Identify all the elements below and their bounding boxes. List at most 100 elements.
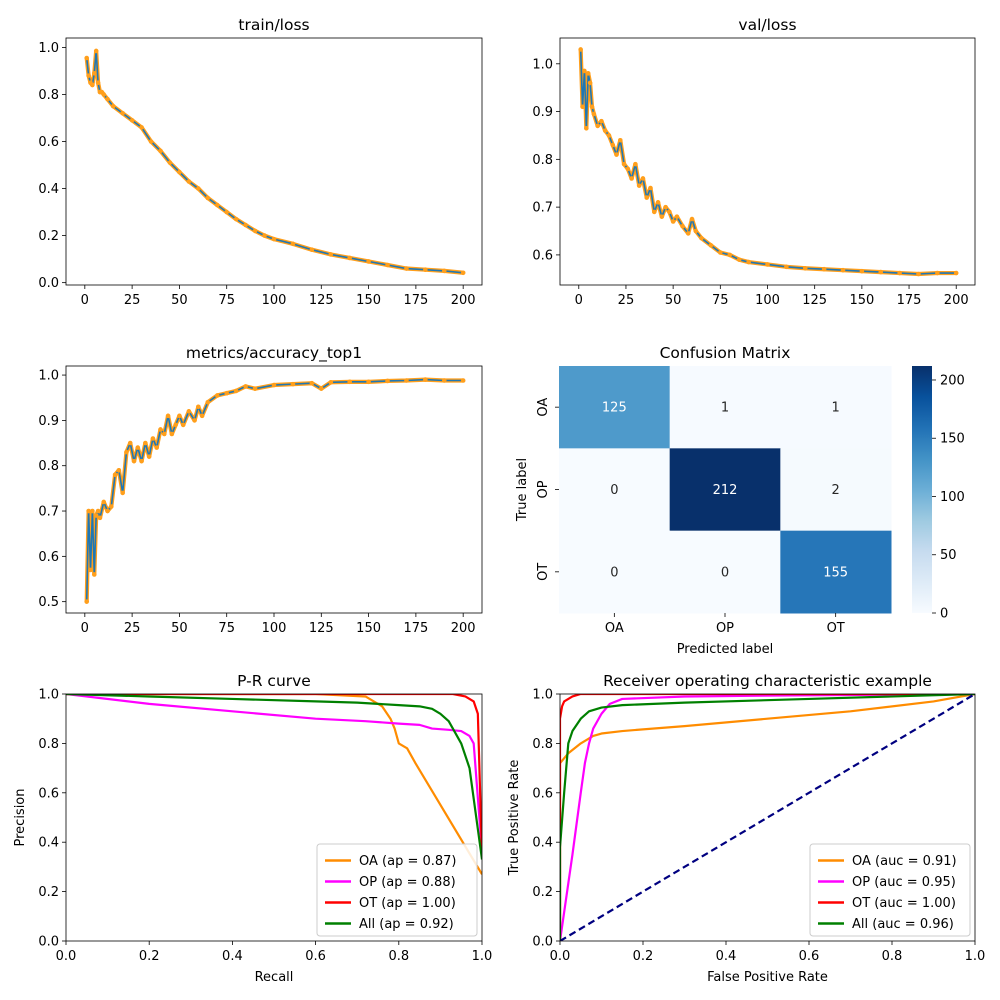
data-point	[88, 567, 93, 573]
plot-area-accuracy_top1	[84, 377, 466, 604]
colorbar	[912, 366, 932, 613]
data-point	[127, 440, 133, 446]
data-point	[271, 382, 277, 388]
data-point	[644, 195, 650, 200]
series-line	[66, 694, 482, 853]
y-tick-label: 0.4	[38, 182, 59, 197]
cell-value: 0	[610, 565, 618, 580]
y-axis-label: True Positive Rate	[507, 760, 522, 877]
data-point	[124, 449, 129, 455]
data-point	[158, 427, 163, 432]
data-point	[840, 267, 846, 273]
colorbar-tick-label: 150	[940, 432, 965, 447]
y-tick-label: 0.6	[38, 135, 59, 150]
data-point	[233, 216, 239, 222]
x-tick-label: 50	[171, 621, 188, 636]
colorbar-tick-label: 200	[940, 373, 965, 388]
data-point	[110, 103, 116, 109]
x-tick-label: 125	[309, 293, 334, 308]
x-tick-label: 25	[124, 621, 141, 636]
plot-area-roc_curve	[560, 694, 975, 941]
data-point	[385, 262, 390, 268]
x-tick-label: 0.6	[305, 949, 326, 964]
x-tick-label: 100	[755, 293, 780, 308]
y-tick-label: 0.4	[38, 836, 59, 851]
y-category-label: OA	[536, 398, 551, 417]
y-tick-label: 0.8	[38, 88, 59, 103]
x-tick-label: 50	[665, 293, 682, 308]
series-line	[66, 694, 482, 858]
data-point	[727, 252, 733, 258]
plot-area-train_loss	[84, 48, 466, 276]
plot-area-val_loss	[578, 47, 959, 277]
x-tick-label: 0.2	[633, 949, 654, 964]
data-point	[651, 209, 657, 215]
data-point	[460, 378, 466, 383]
data-point	[610, 142, 616, 148]
cell-value: 2	[832, 483, 840, 498]
legend-box	[809, 843, 971, 937]
y-tick-label: 1.0	[38, 41, 59, 56]
data-point	[101, 499, 107, 505]
y-tick-label: 0.2	[532, 885, 553, 900]
x-tick-label: 200	[451, 293, 476, 308]
data-point	[173, 422, 178, 428]
heatmap-cell	[780, 530, 892, 614]
legend: OA (ap = 0.87) OP (ap = 0.88) OT (ap = 1.0…	[316, 843, 478, 937]
y-tick-label: 0.7	[38, 505, 59, 520]
data-point	[177, 413, 182, 419]
x-tick-label: 200	[944, 293, 969, 308]
y-tick-label: 0.6	[532, 248, 553, 263]
y-tick-label: 0.8	[38, 459, 59, 474]
y-tick-label: 1.0	[38, 688, 59, 703]
data-point	[86, 73, 91, 78]
data-point	[309, 380, 315, 386]
x-tick-label: 25	[618, 293, 635, 308]
data-point	[897, 270, 902, 276]
x-tick-label: 0	[81, 293, 89, 308]
data-point	[591, 111, 597, 117]
legend-label: All (auc = 0.96)	[852, 917, 954, 932]
x-tick-label: 175	[403, 621, 428, 636]
x-tick-label: 0.8	[388, 949, 409, 964]
data-point	[685, 231, 691, 236]
data-point	[105, 96, 110, 102]
heatmap-cell	[559, 530, 671, 614]
series-line	[560, 694, 975, 941]
data-point	[252, 228, 258, 234]
data-point	[404, 266, 409, 271]
y-tick-label: 0.4	[532, 836, 553, 851]
x-tick-label: 75	[712, 293, 729, 308]
legend-label: OT (auc = 1.00)	[852, 896, 956, 911]
heatmap-cell	[780, 366, 892, 449]
data-point	[878, 269, 884, 275]
cell-value: 1	[721, 401, 729, 416]
data-point	[271, 236, 277, 242]
x-tick-label: 100	[262, 293, 287, 308]
data-point	[441, 268, 447, 274]
data-point	[205, 399, 211, 405]
x-tick-label: 50	[171, 293, 188, 308]
data-point	[718, 250, 723, 255]
x-tick-label: 75	[218, 621, 235, 636]
data-point	[192, 418, 197, 423]
cell-value: 125	[602, 401, 627, 416]
data-point	[196, 186, 201, 191]
data-point	[599, 118, 604, 124]
data-point	[214, 393, 220, 398]
x-tick-label: 0.8	[882, 949, 903, 964]
y-tick-label: 0.2	[38, 885, 59, 900]
legend-label: OA (auc = 0.91)	[852, 854, 957, 869]
data-point	[199, 413, 205, 419]
data-point	[167, 160, 173, 165]
data-point	[663, 204, 668, 210]
data-point	[667, 209, 672, 215]
axes-frame	[65, 693, 483, 942]
x-axis-label: Predicted label	[677, 642, 774, 657]
data-point	[708, 243, 714, 248]
data-point	[120, 490, 125, 496]
x-tick-label: 0	[81, 621, 89, 636]
data-point	[584, 126, 589, 131]
legend: OA (auc = 0.91) OP (auc = 0.95) OT (auc = …	[809, 843, 971, 937]
